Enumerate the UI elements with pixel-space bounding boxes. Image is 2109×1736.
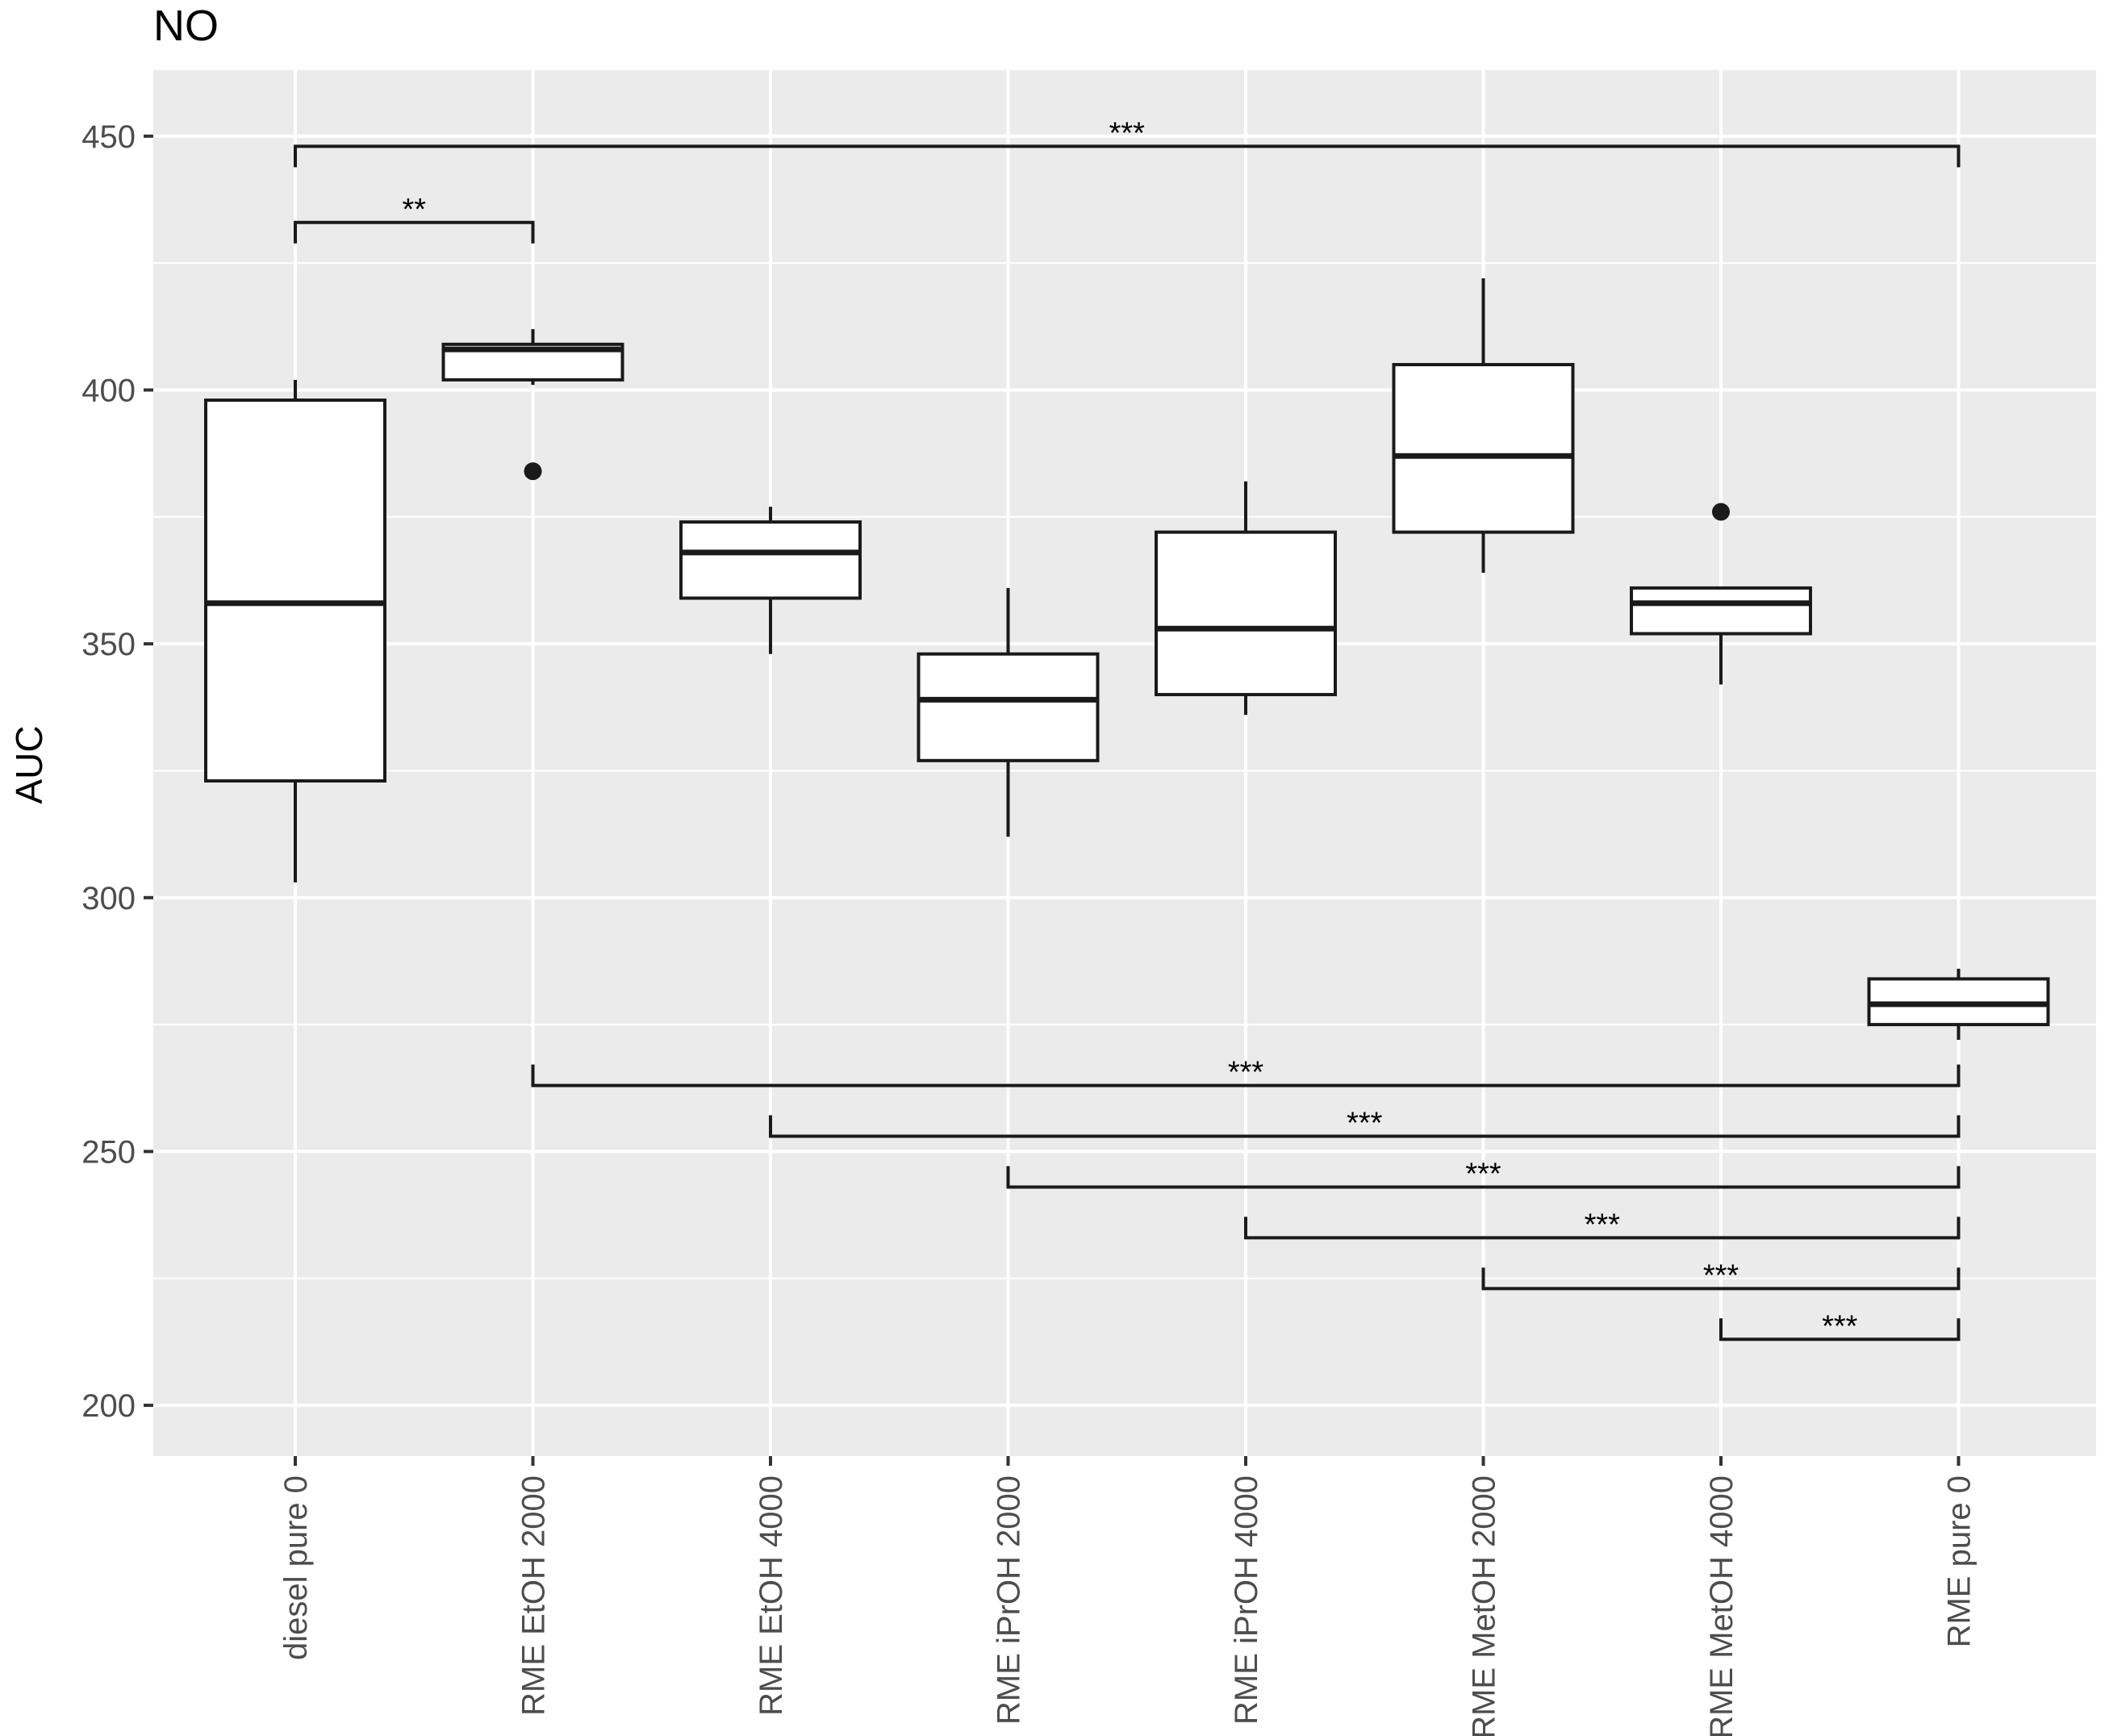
y-tick-label: 450 (81, 119, 136, 155)
box-body (1155, 530, 1337, 697)
box (1630, 503, 1812, 685)
box-body (917, 652, 1100, 762)
bracket-label: *** (1228, 1056, 1264, 1090)
x-tick-label: RME EtOH 4000 (754, 1475, 789, 1716)
box (1392, 278, 1575, 574)
bracket-line (294, 144, 1961, 168)
bracket-line (1481, 1267, 1961, 1291)
x-tick-label: RME iPrOH 4000 (1229, 1475, 1264, 1725)
significance-bracket: *** (1719, 1309, 1961, 1343)
box-body (1630, 586, 1812, 636)
y-tick-label: 300 (81, 881, 136, 916)
box (679, 507, 862, 654)
box-body (1392, 362, 1575, 534)
significance-bracket: *** (1244, 1208, 1961, 1241)
bracket-line (1244, 1216, 1961, 1240)
x-axis: diesel pure 0 RME EtOH 2000 RME EtOH 4000 R… (278, 1456, 1977, 1736)
box (204, 379, 386, 883)
bracket-label: *** (1465, 1157, 1501, 1191)
chart-title: NO (153, 2, 219, 50)
bracket-label: *** (1703, 1258, 1739, 1292)
box (1867, 968, 2050, 1040)
bracket-label: *** (1585, 1208, 1621, 1241)
significance-brackets: *********************** (294, 116, 1961, 1343)
box (441, 328, 624, 481)
box (1155, 481, 1337, 716)
y-axis-title: AUC (8, 725, 50, 803)
y-tick-label: 250 (81, 1134, 136, 1170)
x-tick-label: RME iPrOH 2000 (992, 1475, 1027, 1725)
significance-bracket: *** (294, 116, 1961, 168)
y-tick-label: 200 (81, 1388, 136, 1424)
bracket-line (294, 220, 535, 244)
bracket-label: *** (1347, 1107, 1383, 1141)
x-tick-label: RME EtOH 2000 (516, 1475, 552, 1716)
outlier-point (524, 462, 542, 481)
bracket-line (769, 1115, 1961, 1138)
x-tick-label: RME MetOH 4000 (1704, 1475, 1739, 1736)
boxes (204, 278, 2050, 1040)
plot-panel (153, 70, 2096, 1456)
y-tick-label: 350 (81, 627, 136, 662)
y-axis: 200 250 300 350 400 450 (81, 119, 153, 1424)
bracket-line (1719, 1318, 1961, 1342)
panel-background (153, 70, 2096, 1456)
significance-bracket: *** (531, 1056, 1961, 1090)
box-body (204, 399, 386, 783)
significance-bracket: *** (1006, 1157, 1961, 1191)
significance-bracket: *** (1481, 1258, 1961, 1292)
significance-bracket: ** (294, 193, 535, 244)
box-body (679, 520, 862, 600)
bracket-label: *** (1822, 1309, 1858, 1343)
bracket-label: ** (402, 193, 426, 227)
box (917, 587, 1100, 837)
x-tick-label: RME MetOH 2000 (1467, 1475, 1502, 1736)
outlier-point (1712, 503, 1730, 521)
bracket-line (531, 1064, 1961, 1087)
x-tick-label: diesel pure 0 (278, 1475, 314, 1660)
significance-bracket: *** (769, 1107, 1961, 1141)
bracket-label: *** (1109, 116, 1146, 150)
bracket-line (1006, 1166, 1961, 1189)
x-tick-label: RME pure 0 (1942, 1475, 1977, 1647)
y-tick-label: 400 (81, 373, 136, 408)
